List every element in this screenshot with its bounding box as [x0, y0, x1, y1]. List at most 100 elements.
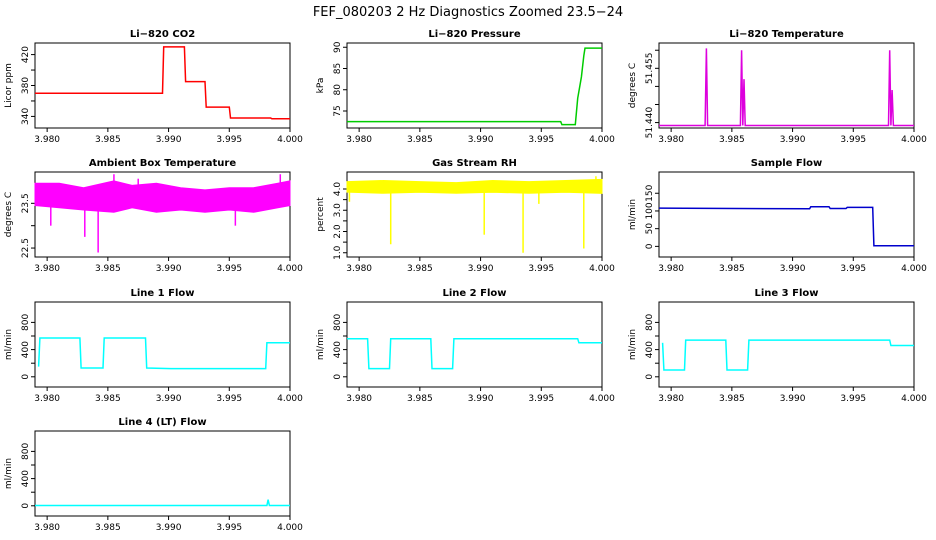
panel-4: Ambient Box Temperature degrees C 3.980 3.9…: [4, 158, 303, 274]
y-tick-label: 22.5: [21, 238, 31, 258]
panel-title: Li−820 Temperature: [729, 29, 844, 40]
panel-title: Li−820 CO2: [130, 29, 195, 40]
series-line: [35, 46, 290, 120]
y-axis-label: degrees C: [4, 192, 14, 237]
y-tick-label: 51.455: [645, 53, 655, 85]
y-tick-label: 50: [645, 223, 655, 235]
series-line: [347, 337, 602, 370]
x-tick-label: 4.000: [589, 135, 615, 145]
x-tick-label: 3.985: [719, 135, 745, 145]
y-tick-label: 0: [645, 374, 655, 380]
x-tick-label: 4.000: [901, 135, 927, 145]
panel-title: Li−820 Pressure: [428, 29, 521, 40]
x-tick-label: 3.995: [840, 394, 866, 404]
series-line: [658, 205, 914, 247]
y-axis-label: percent: [316, 197, 326, 232]
x-tick-label: 3.995: [216, 394, 242, 404]
x-tick-label: 3.995: [216, 523, 242, 533]
y-tick-label: 800: [645, 314, 655, 331]
panel-6: Sample Flow ml/min 3.980 3.985 3.990 3.995 4.0…: [628, 158, 927, 274]
x-tick-label: 3.990: [156, 135, 182, 145]
x-tick-label: 3.985: [95, 523, 121, 533]
x-tick-label: 3.985: [719, 394, 745, 404]
series-line: [37, 337, 290, 370]
panel-title: Line 4 (LT) Flow: [118, 417, 206, 428]
x-tick-label: 3.980: [346, 264, 372, 274]
y-tick-label: 800: [21, 314, 31, 331]
x-tick-label: 3.995: [840, 264, 866, 274]
x-tick-label: 3.995: [528, 394, 554, 404]
y-tick-label: 400: [645, 341, 655, 358]
x-tick-label: 3.990: [780, 394, 806, 404]
panel-title: Line 1 Flow: [131, 288, 195, 299]
panel-title: Line 2 Flow: [443, 288, 507, 299]
panel-10: Line 4 (LT) Flow ml/min 3.980 3.985 3.990 3.9…: [4, 417, 303, 533]
x-tick-label: 4.000: [901, 394, 927, 404]
panel-title: Gas Stream RH: [432, 158, 517, 169]
y-tick-label: 0: [21, 503, 31, 509]
y-tick-label: 85: [333, 63, 343, 74]
x-tick-label: 3.980: [34, 394, 60, 404]
y-tick-label: 400: [21, 470, 31, 487]
x-tick-label: 3.990: [780, 264, 806, 274]
series-band: [346, 178, 603, 194]
plot-frame: [34, 301, 291, 388]
series-band: [34, 180, 291, 213]
figure-title: FEF_080203 2 Hz Diagnostics Zoomed 23.5−…: [313, 5, 623, 20]
x-tick-label: 3.990: [468, 135, 494, 145]
x-tick-label: 3.990: [780, 135, 806, 145]
y-tick-label: 100: [645, 202, 655, 219]
y-tick-label: 80: [333, 84, 343, 96]
x-tick-label: 3.980: [34, 135, 60, 145]
x-tick-label: 3.985: [719, 264, 745, 274]
y-tick-label: 800: [21, 443, 31, 460]
series-line: [659, 48, 914, 127]
x-tick-label: 3.985: [95, 135, 121, 145]
x-tick-label: 3.990: [468, 264, 494, 274]
x-tick-label: 3.995: [528, 135, 554, 145]
series-line: [35, 499, 290, 507]
y-tick-label: 51.440: [645, 107, 655, 139]
panel-5: Gas Stream RH percent 3.980 3.985 3.990 3.995…: [316, 158, 615, 274]
y-tick-label: 0: [21, 374, 31, 380]
panel-1: Li−820 CO2 Licor ppm 3.980 3.985 3.990 3.995 4…: [4, 29, 303, 145]
y-axis-label: ml/min: [4, 329, 14, 360]
series-line: [347, 47, 602, 126]
plot-frame: [34, 171, 291, 258]
y-tick-label: 23.5: [21, 193, 31, 213]
panel-title: Sample Flow: [751, 158, 823, 169]
plot-frame: [34, 430, 291, 517]
panel-8: Line 2 Flow ml/min 3.980 3.985 3.990 3.995 4.0…: [316, 288, 615, 404]
plot-frame: [346, 42, 603, 129]
plot-frame: [346, 171, 603, 258]
x-tick-label: 3.980: [346, 394, 372, 404]
y-tick-label: 0: [645, 243, 655, 249]
x-tick-label: 3.995: [528, 264, 554, 274]
x-tick-label: 4.000: [589, 264, 615, 274]
chart-panels: Li−820 CO2 Licor ppm 3.980 3.985 3.990 3.995 4…: [4, 29, 927, 533]
x-tick-label: 4.000: [901, 264, 927, 274]
y-tick-label: 0: [333, 374, 343, 380]
x-tick-label: 3.985: [95, 394, 121, 404]
panel-title: Ambient Box Temperature: [89, 158, 236, 169]
y-axis-label: ml/min: [628, 199, 638, 230]
x-tick-label: 3.985: [95, 264, 121, 274]
series-line: [661, 339, 914, 371]
y-tick-label: 1.0: [333, 245, 343, 260]
y-axis-label: ml/min: [628, 329, 638, 360]
y-tick-label: 90: [333, 41, 343, 53]
x-tick-label: 3.990: [468, 394, 494, 404]
x-tick-label: 4.000: [277, 135, 303, 145]
panel-3: Li−820 Temperature degrees C 3.980 3.985 3.9…: [628, 29, 927, 145]
x-tick-label: 3.980: [34, 523, 60, 533]
x-tick-label: 3.985: [407, 264, 433, 274]
x-tick-label: 3.995: [216, 264, 242, 274]
x-tick-label: 3.990: [156, 264, 182, 274]
x-tick-label: 3.990: [156, 394, 182, 404]
y-tick-label: 420: [21, 46, 31, 63]
y-axis-label: ml/min: [316, 329, 326, 360]
y-axis-label: degrees C: [628, 63, 638, 108]
plot-frame: [658, 171, 915, 258]
panel-9: Line 3 Flow ml/min 3.980 3.985 3.990 3.995 4.0…: [628, 288, 927, 404]
